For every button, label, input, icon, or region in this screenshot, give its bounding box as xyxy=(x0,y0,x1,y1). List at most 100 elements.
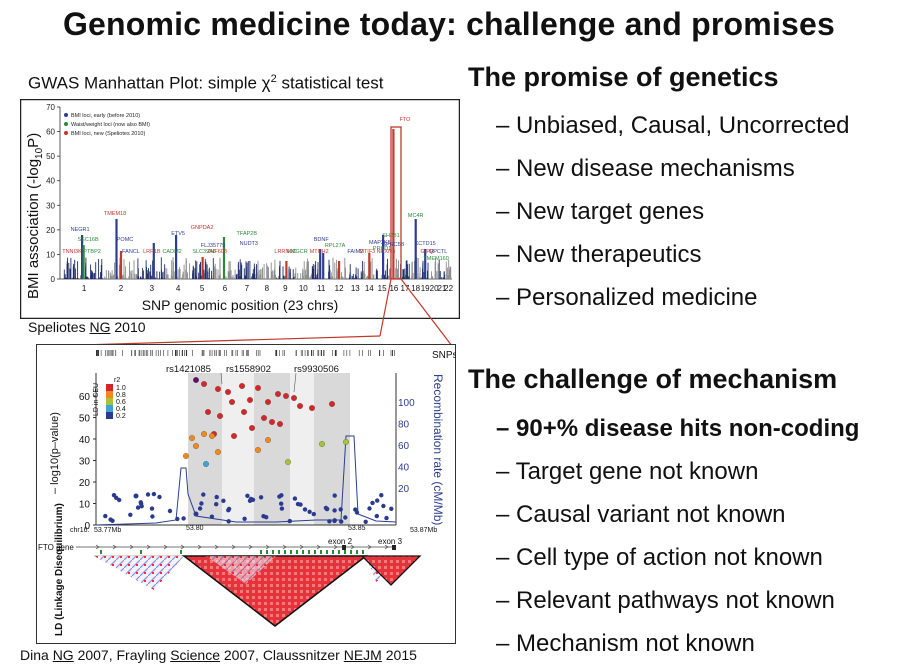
regional-snp-point xyxy=(329,401,335,407)
manhattan-points xyxy=(63,129,452,279)
chromosome-label: 22 xyxy=(444,284,453,293)
manhattan-y-tick-label: 10 xyxy=(46,250,55,259)
regional-snp-point xyxy=(239,383,245,389)
variant-mark xyxy=(180,550,182,554)
gene-direction-marks xyxy=(95,544,389,550)
regional-background-point xyxy=(323,505,329,511)
variant-mark xyxy=(356,550,358,554)
ld-triangle-inner xyxy=(206,556,276,584)
ld-legend-swatch xyxy=(106,405,113,412)
regional-background-point xyxy=(327,519,332,524)
ld-legend-title: LD in CEU xyxy=(93,383,100,416)
regional-background-point xyxy=(370,500,375,506)
regional-ylabel: – log10(p–value) xyxy=(49,412,61,494)
regional-y-tick-label: 20 xyxy=(79,478,91,489)
variant-mark xyxy=(290,550,292,554)
regional-snp-point xyxy=(319,441,325,447)
gwas-caption-prefix: GWAS Manhattan Plot: simple χ xyxy=(28,73,271,93)
regional-background-point xyxy=(375,498,380,503)
manhattan-legend-dot xyxy=(64,131,68,135)
variant-mark xyxy=(308,550,310,554)
regional-background-point xyxy=(139,504,144,509)
variant-mark xyxy=(338,550,340,554)
gene-label: NRXN3 xyxy=(377,249,396,255)
regional-snp-point xyxy=(215,449,221,455)
chromosome-label: 18 xyxy=(411,284,420,293)
manhattan-y-tick-label: 20 xyxy=(46,226,55,235)
regional-snp-point xyxy=(201,381,207,387)
regional-background-point xyxy=(193,511,199,517)
recomb-tick-label: 40 xyxy=(398,463,410,474)
gene-label: ETV5 xyxy=(171,231,185,237)
challenge-item-target-gene: – Target gene not known xyxy=(496,458,759,485)
regional-snp-point xyxy=(209,433,215,439)
ld-legend-level: 0.2 xyxy=(116,413,126,420)
manhattan-y-tick-label: 60 xyxy=(46,128,55,137)
regional-background-point xyxy=(332,508,337,513)
gene-label: MAP2K5 xyxy=(369,240,391,246)
ld-block-5 xyxy=(314,373,350,525)
gene-direction-arrow xyxy=(180,544,185,550)
regional-background-point xyxy=(332,518,337,524)
promise-item-targets: – New target genes xyxy=(496,198,705,225)
variant-mark xyxy=(314,550,316,554)
gene-label: KCTD15 xyxy=(415,241,436,247)
manhattan-y-tick-label: 50 xyxy=(46,152,55,161)
regional-background-point xyxy=(111,493,117,498)
regional-background-point xyxy=(302,507,308,512)
gene-label: GPRC5B xyxy=(382,242,405,248)
regional-snp-point xyxy=(241,409,247,415)
snp-ticks xyxy=(95,350,395,356)
promise-item-unbiased: – Unbiased, Causal, Uncorrected xyxy=(496,112,850,139)
regional-background-point xyxy=(389,506,394,511)
variant-mark xyxy=(140,550,142,554)
genomic-position-label: 53.87Mb xyxy=(410,527,437,534)
regional-snp-point xyxy=(217,413,223,419)
regional-snp-point xyxy=(265,399,271,405)
variant-mark xyxy=(344,550,346,554)
chromosome-label: 1 xyxy=(82,284,87,293)
gene-direction-arrow xyxy=(299,544,304,550)
gene-direction-arrow xyxy=(112,544,117,550)
slide-title: Genomic medicine today: challenge and pr… xyxy=(62,6,836,42)
gene-label: HMGCR xyxy=(287,249,308,255)
regional-plot: SNPs 0 10 20 30 40 50 60 20 40 60 80 100 – log10(p… xyxy=(36,344,456,644)
manhattan-plot: BMI association (-log10P) 0 10 20 30 40 50 60 7… xyxy=(20,99,460,319)
citation-bottom: Dina NG 2007, Frayling Science 2007, Cla… xyxy=(20,647,417,663)
challenge-list: – 90+% disease hits non-coding – Target … xyxy=(496,407,859,665)
chromosome-label: 10 xyxy=(299,284,308,293)
gene-direction-arrow xyxy=(197,544,202,550)
ld-block-1 xyxy=(188,373,222,525)
gene-label: FLJ35779 xyxy=(201,243,225,249)
gene-direction-arrow xyxy=(350,544,355,550)
gene-label: TFAP2B xyxy=(237,231,258,237)
chromosome-label: 5 xyxy=(200,284,205,293)
zoom-line-right xyxy=(400,278,453,347)
regional-background-point xyxy=(108,517,113,522)
chromosome-label: 15 xyxy=(378,284,387,293)
variant-mark xyxy=(332,550,334,554)
regional-background-point xyxy=(149,506,155,511)
regional-snp-point xyxy=(255,385,261,391)
snp-pointer-1 xyxy=(220,372,223,385)
gene-label: CADM2 xyxy=(162,249,181,255)
regional-snp-point xyxy=(265,437,271,443)
genomic-position-label: 53.80 xyxy=(186,525,204,532)
variant-mark xyxy=(278,550,280,554)
regional-y-tick-label: 30 xyxy=(79,457,91,468)
ld-legend-level: 0.6 xyxy=(116,399,126,406)
regional-background-point xyxy=(353,507,358,512)
regional-background-point xyxy=(167,508,173,514)
ld-legend-r2: r2 xyxy=(114,377,120,384)
regional-background-point xyxy=(279,506,285,511)
exon-3-label: exon 3 xyxy=(378,537,403,546)
regional-snp-point xyxy=(193,377,199,383)
challenge-item-noncoding: – 90+% disease hits non-coding xyxy=(496,415,860,442)
regional-background-point xyxy=(181,516,186,521)
regional-background-point xyxy=(307,509,312,514)
regional-y-tick-label: 40 xyxy=(79,435,91,446)
gene-label: FANCL xyxy=(122,249,140,255)
snp-label: rs9930506 xyxy=(294,364,339,375)
recomb-tick-label: 100 xyxy=(398,398,415,409)
